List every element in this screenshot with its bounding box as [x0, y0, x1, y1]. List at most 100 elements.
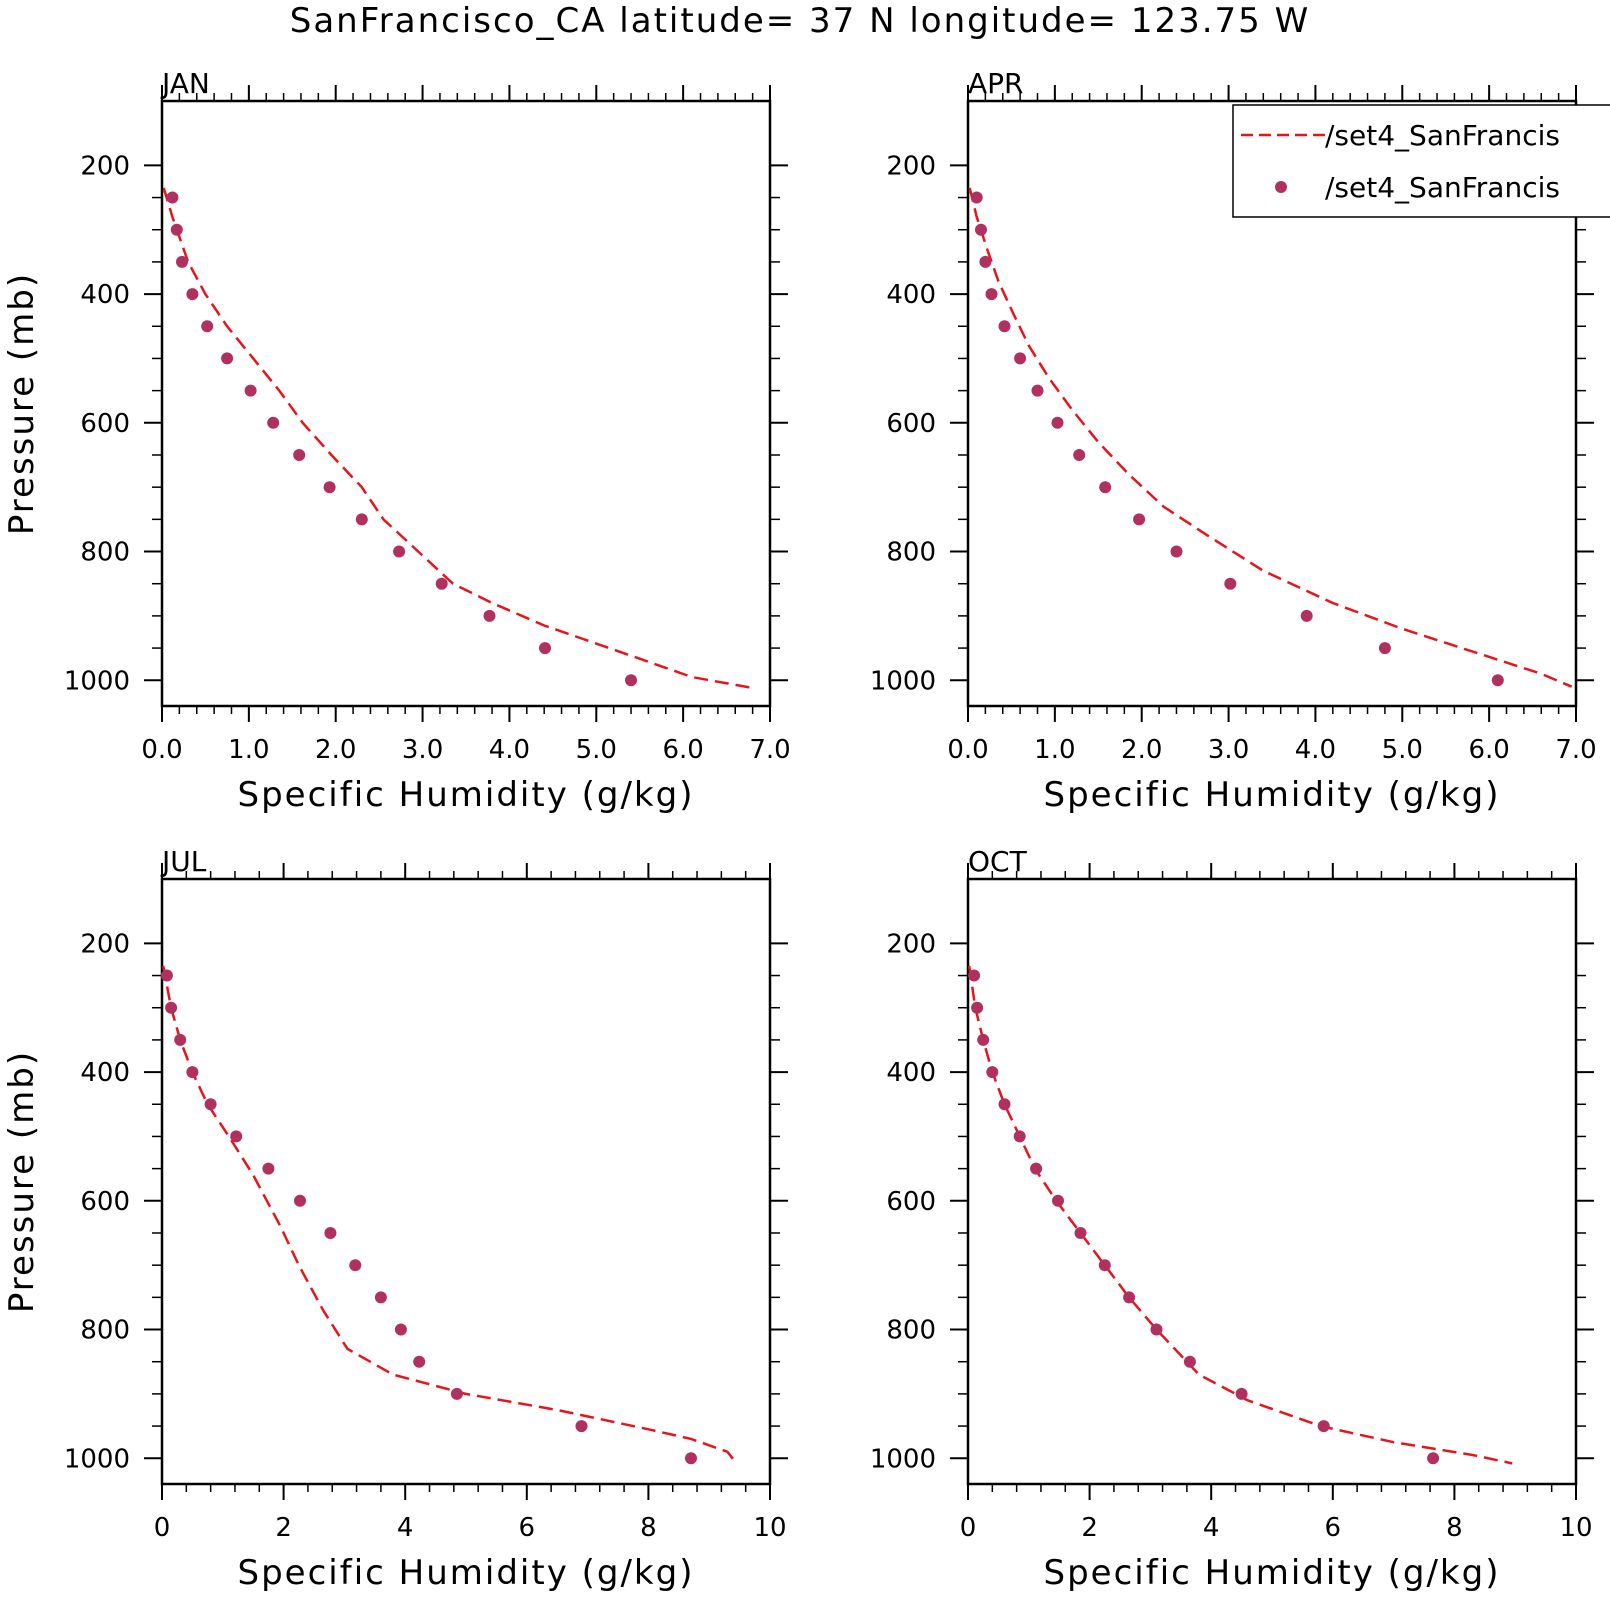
obs-point: [998, 320, 1011, 333]
obs-point: [1099, 481, 1112, 494]
obs-point: [176, 255, 188, 268]
obs-point: [1150, 1323, 1163, 1336]
obs-point: [1427, 1452, 1440, 1465]
plot-frame: [966, 877, 1578, 1486]
y-tick-label: 400: [80, 1058, 130, 1088]
panel-oct: OCT 0 2 4 6 8 10 200 400 600 800 1000 Specific Humid…: [870, 845, 1594, 1593]
obs-point: [323, 481, 336, 494]
y-axis-label: Pressure (mb): [2, 1050, 42, 1313]
obs-point: [1073, 449, 1086, 461]
obs-point: [293, 449, 306, 461]
obs-point: [204, 1098, 217, 1111]
x-tick-label: 0: [960, 1513, 977, 1543]
y-axis-label: Pressure (mb): [2, 272, 42, 535]
x-tick-label: 4: [397, 1513, 414, 1543]
obs-point: [685, 1452, 697, 1465]
obs-point: [1224, 577, 1237, 590]
obs-point: [413, 1355, 426, 1368]
y-tick-label: 800: [886, 538, 936, 568]
obs-point: [1051, 416, 1064, 429]
y-tick-label: 400: [886, 280, 936, 310]
obs-point: [355, 513, 368, 526]
x-tick-label: 6.0: [1468, 735, 1509, 765]
y-tick-label: 800: [80, 538, 130, 568]
obs-point: [1235, 1387, 1248, 1400]
x-tick-label: 8: [1446, 1513, 1463, 1543]
y-tick-label: 200: [886, 929, 936, 959]
obs-point: [483, 609, 496, 622]
x-axis-label: Specific Humidity (g/kg): [238, 1553, 695, 1593]
obs-point: [971, 1001, 984, 1014]
y-tick-label: 600: [886, 409, 936, 439]
obs-point: [1170, 545, 1183, 558]
obs-point: [1378, 642, 1391, 655]
obs-point: [998, 1098, 1011, 1111]
obs-point: [1030, 1162, 1043, 1175]
obs-point: [267, 416, 280, 429]
obs-point: [393, 545, 406, 558]
obs-point: [244, 384, 257, 397]
x-tick-label: 6.0: [662, 735, 703, 765]
x-tick-label: 10: [1559, 1513, 1592, 1543]
x-tick-label: 2: [275, 1513, 292, 1543]
x-tick-label: 4.0: [489, 735, 530, 765]
plot-frame: [160, 99, 772, 708]
panel-title: OCT: [968, 845, 1028, 878]
obs-point: [165, 1001, 178, 1014]
panel-jul: JUL 0 2 4 6 8 10 200 400 600 800 1000 Specific Humid…: [2, 845, 788, 1593]
obs-point: [186, 1066, 199, 1079]
model-profile-line: [968, 187, 1573, 688]
panel-title: JUL: [160, 845, 207, 878]
obs-point: [394, 1323, 407, 1336]
obs-point: [575, 1420, 588, 1433]
y-tick-label: 400: [886, 1058, 936, 1088]
x-tick-label: 8: [640, 1513, 657, 1543]
obs-point: [1052, 1194, 1064, 1207]
obs-point: [1014, 352, 1027, 365]
obs-point: [324, 1227, 337, 1239]
x-tick-label: 3.0: [402, 735, 443, 765]
x-tick-label: 2: [1081, 1513, 1098, 1543]
y-tick-label: 1000: [64, 1444, 130, 1474]
obs-point: [970, 191, 983, 204]
y-tick-label: 200: [886, 151, 936, 181]
y-tick-label: 600: [80, 1187, 130, 1217]
x-tick-label: 6: [519, 1513, 536, 1543]
x-tick-label: 6: [1325, 1513, 1342, 1543]
x-tick-label: 1.0: [1034, 735, 1075, 765]
obs-point: [539, 642, 551, 655]
legend-label: /set4_SanFrancis: [1325, 119, 1560, 152]
obs-point: [1133, 513, 1146, 526]
obs-point: [230, 1130, 243, 1143]
x-tick-label: 0: [154, 1513, 171, 1543]
x-tick-label: 10: [753, 1513, 786, 1543]
legend-label: /set4_SanFrancis: [1325, 171, 1560, 204]
obs-point: [174, 1033, 187, 1046]
obs-point: [201, 320, 214, 333]
x-tick-label: 0.0: [141, 735, 182, 765]
obs-point: [186, 288, 199, 301]
y-tick-label: 400: [80, 280, 130, 310]
x-axis-label: Specific Humidity (g/kg): [1044, 1553, 1501, 1593]
obs-point: [1317, 1420, 1330, 1433]
panel-apr: APR 0.0 1.0 2.0 3.0 4.0 5.0 6.0 7.0 200 400 600 800 1…: [870, 67, 1597, 815]
obs-point: [1183, 1355, 1196, 1368]
plot-frame: [966, 99, 1578, 708]
x-tick-label: 4.0: [1295, 735, 1336, 765]
obs-point: [262, 1162, 275, 1175]
x-tick-label: 5.0: [576, 735, 617, 765]
y-tick-label: 200: [80, 151, 130, 181]
obs-point: [221, 352, 234, 365]
legend: /set4_SanFrancis/set4_SanFrancis: [1232, 104, 1610, 218]
panel-title: JAN: [160, 67, 210, 100]
x-tick-label: 0.0: [947, 735, 988, 765]
obs-point: [294, 1194, 306, 1207]
obs-point: [374, 1291, 387, 1304]
obs-point: [975, 223, 987, 236]
plot-frame: [160, 877, 772, 1486]
y-tick-label: 800: [80, 1316, 130, 1346]
x-tick-label: 7.0: [1555, 735, 1596, 765]
x-tick-label: 3.0: [1208, 735, 1249, 765]
